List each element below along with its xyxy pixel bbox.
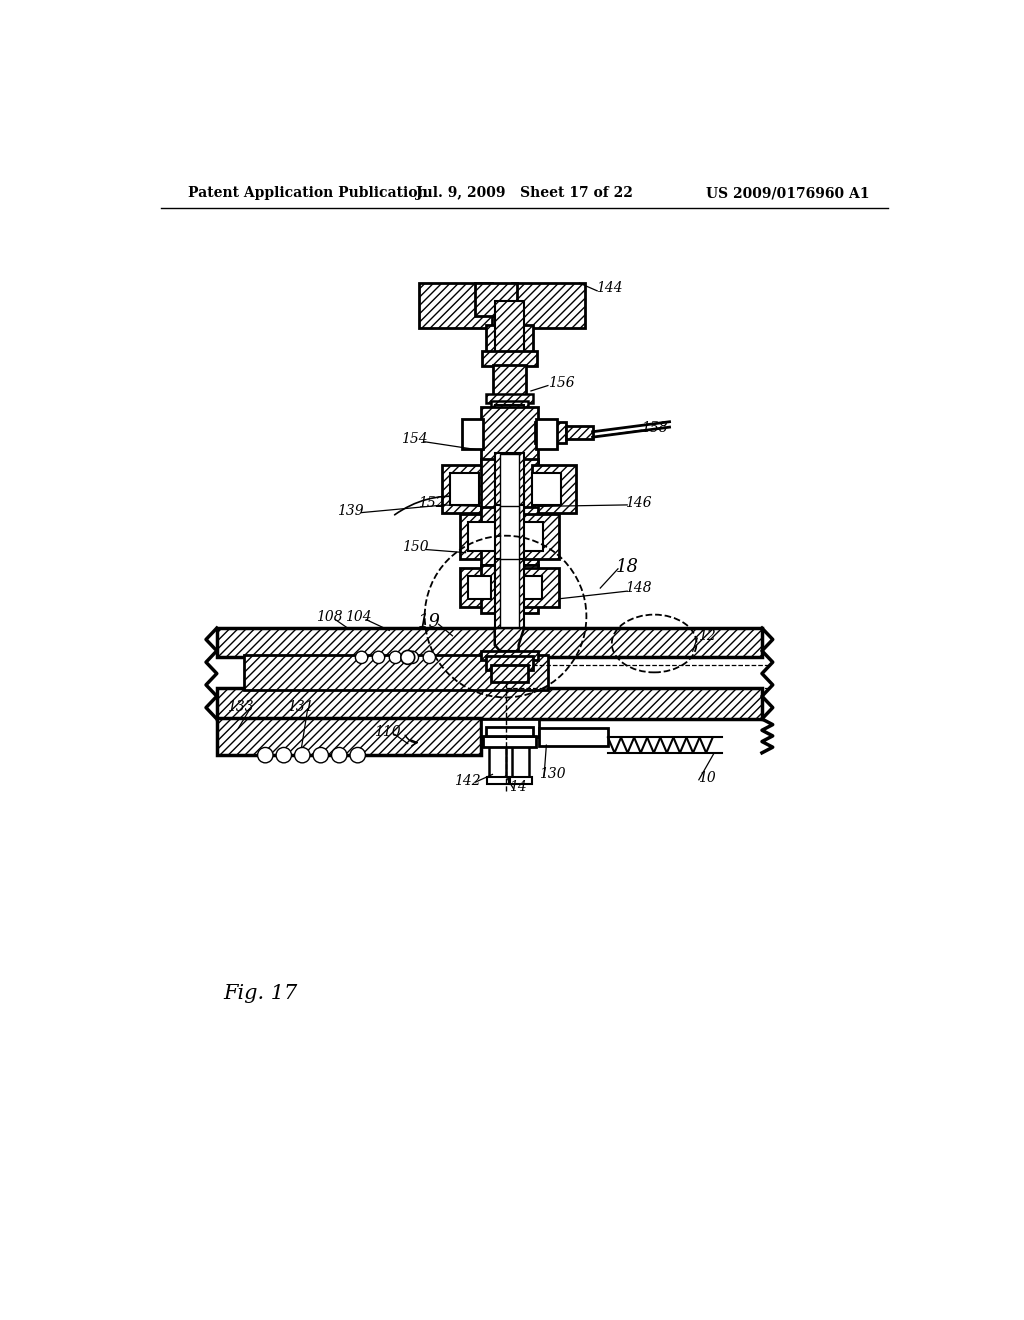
- Bar: [512, 284, 585, 327]
- Bar: [486, 395, 532, 404]
- Bar: [536, 418, 557, 449]
- Circle shape: [276, 747, 292, 763]
- Bar: [442, 465, 487, 512]
- Bar: [486, 326, 503, 352]
- Bar: [486, 656, 532, 669]
- Bar: [495, 504, 524, 576]
- Bar: [485, 726, 534, 737]
- Bar: [468, 576, 490, 599]
- Bar: [481, 351, 538, 367]
- Text: 152: 152: [418, 495, 444, 510]
- Bar: [500, 454, 518, 528]
- Bar: [451, 473, 479, 506]
- Bar: [487, 776, 509, 784]
- Text: 130: 130: [540, 767, 566, 781]
- Text: 18: 18: [615, 557, 639, 576]
- Bar: [217, 657, 762, 685]
- Circle shape: [389, 651, 401, 664]
- Bar: [490, 665, 528, 682]
- Circle shape: [423, 651, 435, 664]
- Bar: [481, 507, 538, 565]
- Text: 131: 131: [287, 700, 313, 714]
- Circle shape: [313, 747, 329, 763]
- Bar: [244, 655, 548, 689]
- Bar: [512, 746, 529, 780]
- Text: 148: 148: [626, 581, 652, 595]
- Bar: [535, 422, 565, 444]
- Bar: [515, 326, 532, 352]
- Bar: [475, 284, 517, 317]
- Bar: [531, 473, 561, 506]
- Bar: [495, 558, 524, 628]
- Bar: [489, 746, 506, 780]
- Bar: [518, 576, 542, 599]
- Text: 110: 110: [374, 725, 400, 739]
- Bar: [565, 425, 593, 440]
- Bar: [217, 718, 481, 755]
- Bar: [483, 737, 536, 747]
- Bar: [514, 521, 544, 552]
- Bar: [217, 628, 762, 657]
- Bar: [217, 688, 762, 719]
- Bar: [514, 515, 559, 558]
- Text: 12: 12: [697, 628, 716, 643]
- Bar: [481, 719, 539, 738]
- Text: 14: 14: [509, 780, 526, 795]
- Bar: [510, 776, 531, 784]
- Bar: [495, 405, 524, 466]
- Polygon shape: [495, 628, 524, 651]
- Bar: [500, 507, 518, 574]
- Text: 156: 156: [549, 376, 575, 391]
- Text: 144: 144: [596, 281, 623, 294]
- Bar: [481, 651, 538, 660]
- Text: 154: 154: [400, 433, 427, 446]
- Text: 150: 150: [402, 540, 429, 554]
- Text: 133: 133: [227, 700, 254, 714]
- Text: US 2009/0176960 A1: US 2009/0176960 A1: [707, 186, 869, 201]
- Bar: [495, 453, 524, 529]
- Text: 142: 142: [454, 774, 480, 788]
- Text: Patent Application Publication: Patent Application Publication: [188, 186, 428, 201]
- Circle shape: [373, 651, 385, 664]
- Text: 104: 104: [345, 610, 372, 624]
- Bar: [490, 401, 528, 412]
- Bar: [468, 521, 497, 552]
- Bar: [500, 558, 518, 627]
- Circle shape: [332, 747, 347, 763]
- Text: Jul. 9, 2009   Sheet 17 of 22: Jul. 9, 2009 Sheet 17 of 22: [417, 186, 633, 201]
- Bar: [495, 301, 524, 363]
- Text: 19: 19: [418, 612, 440, 631]
- Text: 139: 139: [337, 504, 364, 517]
- Bar: [462, 418, 483, 449]
- Bar: [460, 515, 505, 558]
- Bar: [419, 284, 493, 327]
- Bar: [518, 568, 559, 607]
- Circle shape: [350, 747, 366, 763]
- Bar: [481, 459, 538, 519]
- Text: 146: 146: [626, 495, 652, 510]
- Bar: [481, 565, 538, 612]
- Circle shape: [407, 651, 419, 664]
- Text: 10: 10: [697, 771, 716, 785]
- Bar: [494, 364, 525, 397]
- Circle shape: [258, 747, 273, 763]
- Text: 108: 108: [316, 610, 343, 624]
- Circle shape: [355, 651, 368, 664]
- Circle shape: [400, 651, 415, 664]
- Text: 158: 158: [641, 421, 668, 434]
- Bar: [531, 465, 577, 512]
- Bar: [539, 729, 608, 746]
- Circle shape: [295, 747, 310, 763]
- Bar: [460, 568, 500, 607]
- Text: Fig. 17: Fig. 17: [223, 985, 297, 1003]
- Bar: [481, 407, 538, 462]
